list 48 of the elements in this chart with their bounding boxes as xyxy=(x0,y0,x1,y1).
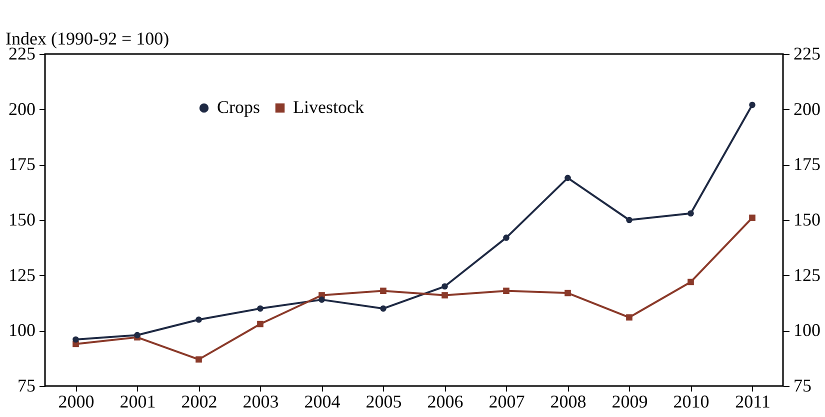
point xyxy=(564,174,571,182)
point xyxy=(564,290,571,296)
point xyxy=(626,314,632,321)
point xyxy=(503,288,510,294)
legend-label: Livestock xyxy=(293,97,364,117)
x-tick-label: 2002 xyxy=(181,392,218,412)
point xyxy=(196,356,202,363)
x-tick-label: 2009 xyxy=(612,392,648,412)
y-tick-label: 75 xyxy=(18,376,36,396)
point xyxy=(72,336,79,343)
x-tick-label: 2010 xyxy=(673,392,710,412)
point xyxy=(749,214,756,221)
point xyxy=(380,288,386,294)
point xyxy=(688,278,694,286)
y2-tick-label: 125 xyxy=(794,264,820,285)
y-tick-label: 125 xyxy=(8,264,36,285)
y2-tick-label: 175 xyxy=(794,154,820,174)
point xyxy=(134,332,140,338)
x-tick-label: 2006 xyxy=(427,392,464,412)
y2-tick-label: 225 xyxy=(794,44,820,64)
point xyxy=(442,283,448,290)
point xyxy=(380,305,386,312)
point xyxy=(688,210,694,217)
y-tick-label: 175 xyxy=(8,154,36,174)
y2-tick-label: 100 xyxy=(794,320,820,340)
y2-tick-label: 200 xyxy=(794,98,820,119)
x-tick-label: 2003 xyxy=(242,392,279,412)
point xyxy=(442,292,448,298)
point xyxy=(503,234,510,241)
x-tick-label: 2007 xyxy=(488,392,525,412)
x-tick-label: 2011 xyxy=(735,392,770,412)
legend-label: Crops xyxy=(217,97,260,117)
y-tick-label: 150 xyxy=(8,210,36,230)
point xyxy=(749,102,756,108)
x-tick-label: 2005 xyxy=(366,392,402,412)
y-tick-label: 200 xyxy=(8,98,36,119)
x-tick-label: 2001 xyxy=(120,392,156,412)
y2-tick-label: 75 xyxy=(794,376,812,396)
x-tick-label: 2000 xyxy=(58,392,94,412)
point xyxy=(257,305,264,312)
point xyxy=(318,296,325,303)
point xyxy=(626,216,632,224)
y2-tick-label: 150 xyxy=(794,210,820,230)
y-tick-label: 100 xyxy=(8,320,36,340)
point xyxy=(257,320,264,328)
x-tick-label: 2008 xyxy=(550,392,586,412)
x-tick-label: 2004 xyxy=(304,392,340,412)
point xyxy=(196,316,202,323)
